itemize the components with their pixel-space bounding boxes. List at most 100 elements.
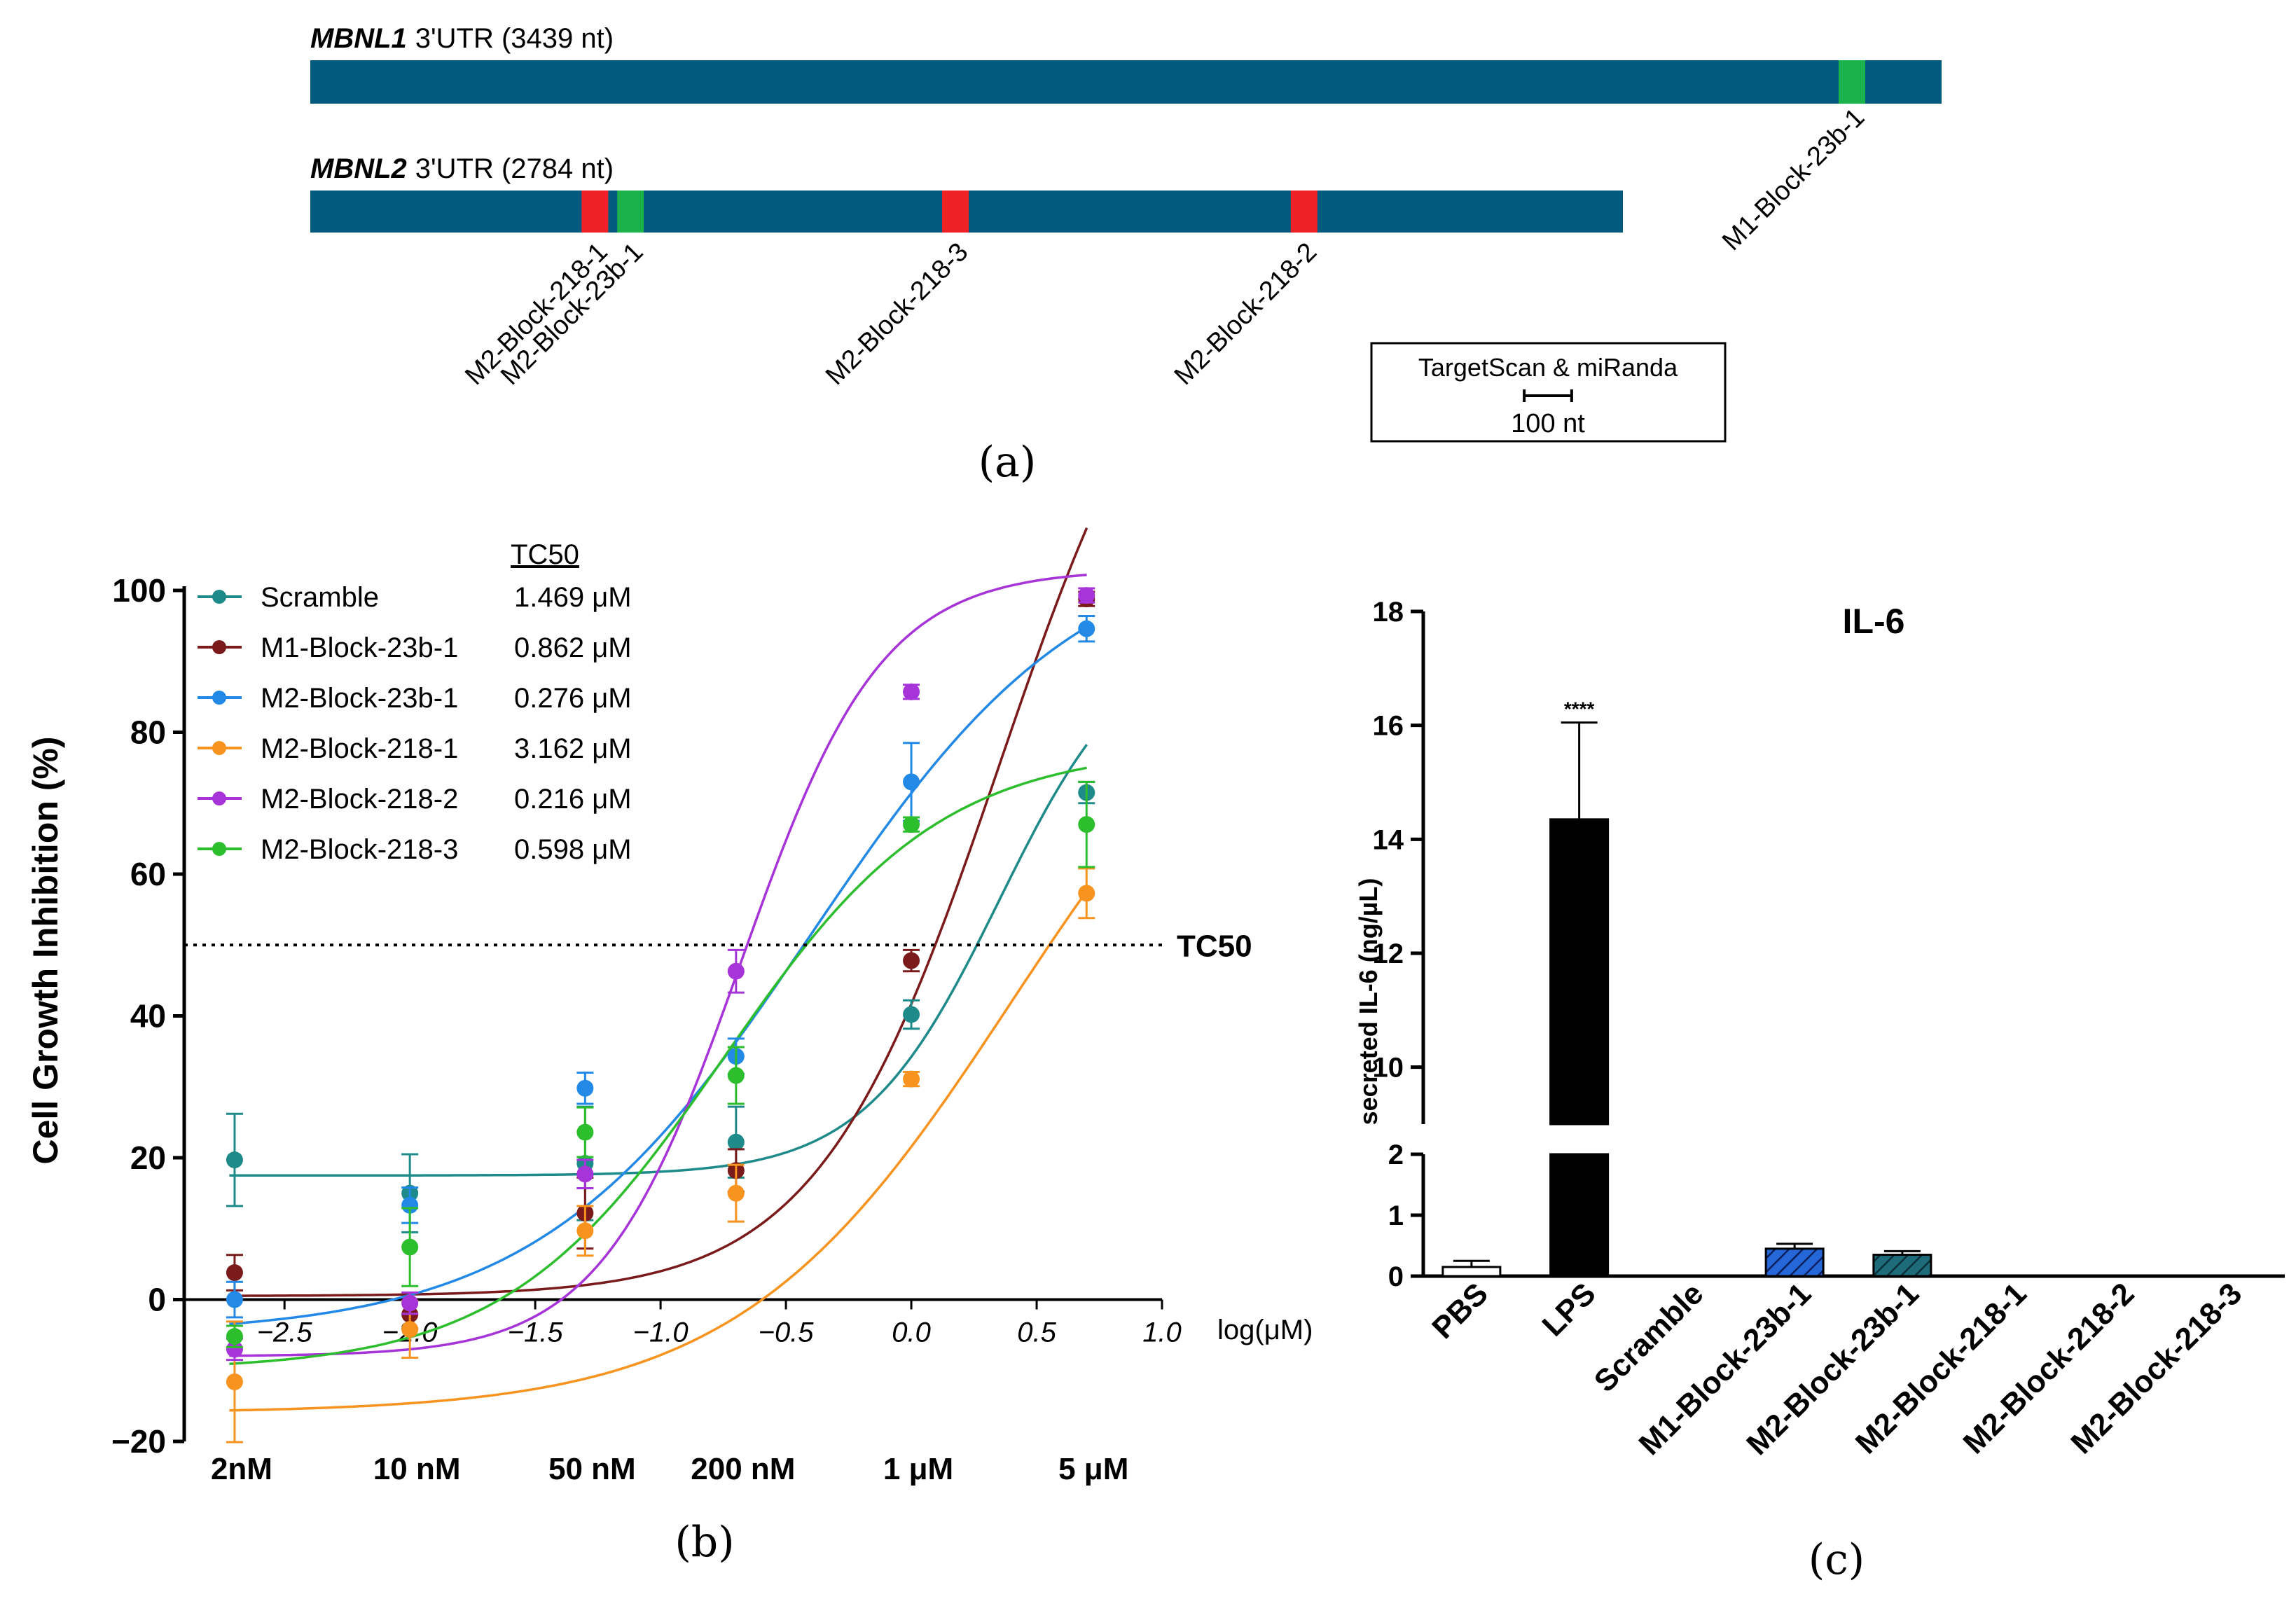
legend-box bbox=[1370, 342, 1727, 443]
y-tick-label: 12 bbox=[1373, 939, 1404, 969]
data-point-m2-block-23b-1 bbox=[576, 1079, 594, 1097]
y-tick-label: 10 bbox=[1373, 1053, 1404, 1084]
data-point-m2-block-218-1 bbox=[576, 1222, 594, 1240]
site-m2-block-218-1 bbox=[581, 191, 609, 233]
data-point-scramble bbox=[727, 1133, 745, 1151]
y-tick-label: 80 bbox=[130, 714, 166, 751]
concentration-label: 10 nM bbox=[373, 1452, 461, 1486]
x-tick-label: −1.0 bbox=[633, 1317, 689, 1348]
legend-title: TargetScan & miRanda bbox=[1418, 353, 1678, 382]
data-point-m2-block-23b-1 bbox=[226, 1291, 243, 1308]
site-m2-block-23b-1 bbox=[617, 191, 644, 233]
y-tick-label: 1 bbox=[1388, 1200, 1404, 1231]
data-point-m2-block-218-3 bbox=[903, 816, 920, 833]
mbnl1-track: MBNL1 3'UTR (3439 nt) bbox=[310, 23, 1942, 104]
y-tick-label: 0 bbox=[148, 1282, 166, 1318]
bar-pbs bbox=[1441, 1266, 1502, 1278]
data-point-m2-block-218-1 bbox=[401, 1321, 419, 1338]
concentration-labels: 2nM 10 nM 50 nM 200 nM 1 μM 5 μM bbox=[211, 1452, 1128, 1486]
x-axis-title: log(μM) bbox=[1217, 1315, 1313, 1345]
significance-marker: **** bbox=[1564, 698, 1595, 720]
legend-header: TC50 bbox=[511, 539, 579, 570]
axes: −20020406080100−2.5−2.0−1.5−1.0−0.50.00.… bbox=[111, 572, 1182, 1460]
concentration-label: 2nM bbox=[211, 1452, 272, 1486]
concentration-label: 1 μM bbox=[883, 1452, 953, 1486]
chart-title: IL-6 bbox=[1843, 602, 1905, 641]
mbnl1-gene-name: MBNL1 bbox=[310, 23, 407, 54]
category-labels: PBS LPSScrambleM1-Block-23b-1M2-Block-23b… bbox=[1425, 1276, 2248, 1462]
fit-curve-m2-block-23b-1 bbox=[229, 625, 1088, 1326]
fit-curve-m2-block-218-1 bbox=[229, 890, 1088, 1412]
panel-b-label: (b) bbox=[675, 1518, 734, 1567]
legend-label-m2-block-218-1: M2-Block-218-1 bbox=[261, 733, 458, 764]
data-point-m2-block-218-2 bbox=[727, 962, 745, 980]
mbnl2-title: MBNL2 3'UTR (2784 nt) bbox=[310, 153, 614, 184]
y-tick-label: 14 bbox=[1373, 824, 1404, 855]
data-point-m2-block-218-1 bbox=[1078, 885, 1095, 902]
legend-tc50-m2-block-218-1: 3.162 μM bbox=[514, 733, 632, 764]
legend-swatch-dot-m2-block-23b-1 bbox=[212, 691, 226, 705]
tc50-line-label: TC50 bbox=[1177, 929, 1252, 963]
data-point-m2-block-23b-1 bbox=[1078, 620, 1095, 637]
legend-tc50-m1-block-23b-1: 0.862 μM bbox=[514, 632, 632, 663]
bar-m2-block-23b-1 bbox=[1872, 1254, 1932, 1278]
data-point-m2-block-218-1 bbox=[727, 1184, 745, 1202]
legend-label-m1-block-23b-1: M1-Block-23b-1 bbox=[261, 632, 458, 663]
legend-swatch-dot-m2-block-218-1 bbox=[212, 741, 226, 755]
legend-swatch-dot-m2-block-218-3 bbox=[212, 842, 226, 856]
y-tick-label: 100 bbox=[112, 572, 166, 609]
data-point-scramble bbox=[903, 1006, 920, 1023]
fit-curve-m2-block-218-3 bbox=[229, 766, 1087, 1366]
y-axis-title: secreted IL-6 (ng/µL) bbox=[1354, 878, 1383, 1126]
site-m2-block-218-2 bbox=[1290, 191, 1318, 233]
x-tick-label: 0.5 bbox=[1017, 1317, 1056, 1348]
scale-bar bbox=[1523, 389, 1573, 402]
bar-lps-lower bbox=[1549, 1153, 1610, 1278]
x-tick-label: 0.0 bbox=[892, 1317, 931, 1348]
panel-c-label: (c) bbox=[1809, 1535, 1865, 1584]
y-axis-title: Cell Growth Inhibition (%) bbox=[26, 736, 65, 1164]
data-point-m2-block-218-2 bbox=[401, 1294, 419, 1312]
data-points bbox=[226, 587, 1095, 1444]
y-tick-label: 16 bbox=[1373, 711, 1404, 742]
data-point-scramble bbox=[226, 1151, 243, 1169]
data-point-m2-block-218-2 bbox=[576, 1165, 594, 1183]
targetscan-legend: TargetScan & miRanda 100 nt bbox=[1370, 342, 1727, 443]
y-tick-label: 20 bbox=[130, 1140, 166, 1176]
concentration-label: 50 nM bbox=[548, 1452, 636, 1486]
legend-swatch-dot-m2-block-218-2 bbox=[212, 791, 226, 805]
y-tick-label: 0 bbox=[1388, 1261, 1404, 1292]
data-point-m2-block-218-3 bbox=[226, 1328, 243, 1345]
site-label-m2-block-218-3: M2-Block-218-3 bbox=[820, 237, 974, 391]
mbnl2-utr-label: 3'UTR (2784 nt) bbox=[415, 153, 614, 184]
data-point-m2-block-218-1 bbox=[903, 1070, 920, 1088]
category-label-lps: LPS bbox=[1536, 1276, 1603, 1343]
legend-label-scramble: Scramble bbox=[261, 582, 379, 613]
legend-label-m2-block-218-2: M2-Block-218-2 bbox=[261, 784, 458, 815]
chart-legend: TC50 Scramble 1.469 μM M1-Block-23b-1 0.862 … bbox=[198, 539, 632, 865]
legend-swatch-dot-m1-block-23b-1 bbox=[212, 640, 226, 654]
x-tick-label: 1.0 bbox=[1142, 1317, 1182, 1348]
site-m1-block-23b-1 bbox=[1839, 60, 1866, 104]
data-point-m2-block-23b-1 bbox=[903, 773, 920, 791]
bar-m1-block-23b-1 bbox=[1764, 1247, 1825, 1278]
fit-curves bbox=[229, 527, 1088, 1412]
x-tick-label: −2.5 bbox=[257, 1317, 313, 1348]
bars: **** bbox=[1441, 698, 1932, 1278]
data-point-m2-block-218-1 bbox=[226, 1373, 243, 1390]
mbnl2-gene-name: MBNL2 bbox=[310, 153, 407, 184]
binding-sites bbox=[581, 60, 1866, 233]
panel-a-label: (a) bbox=[978, 438, 1037, 487]
legend-swatch-dot-scramble bbox=[212, 590, 226, 604]
data-point-m2-block-218-3 bbox=[576, 1123, 594, 1141]
data-point-m2-block-218-3 bbox=[1078, 816, 1095, 833]
site-label-m1-block-23b-1: M1-Block-23b-1 bbox=[1717, 103, 1870, 256]
y-tick-label: 2 bbox=[1388, 1140, 1404, 1170]
y-tick-label: 40 bbox=[130, 998, 166, 1034]
data-point-m2-block-218-2 bbox=[1078, 587, 1095, 604]
concentration-label: 200 nM bbox=[691, 1452, 795, 1486]
concentration-label: 5 μM bbox=[1058, 1452, 1128, 1486]
scale-bar-label: 100 nt bbox=[1511, 409, 1585, 438]
